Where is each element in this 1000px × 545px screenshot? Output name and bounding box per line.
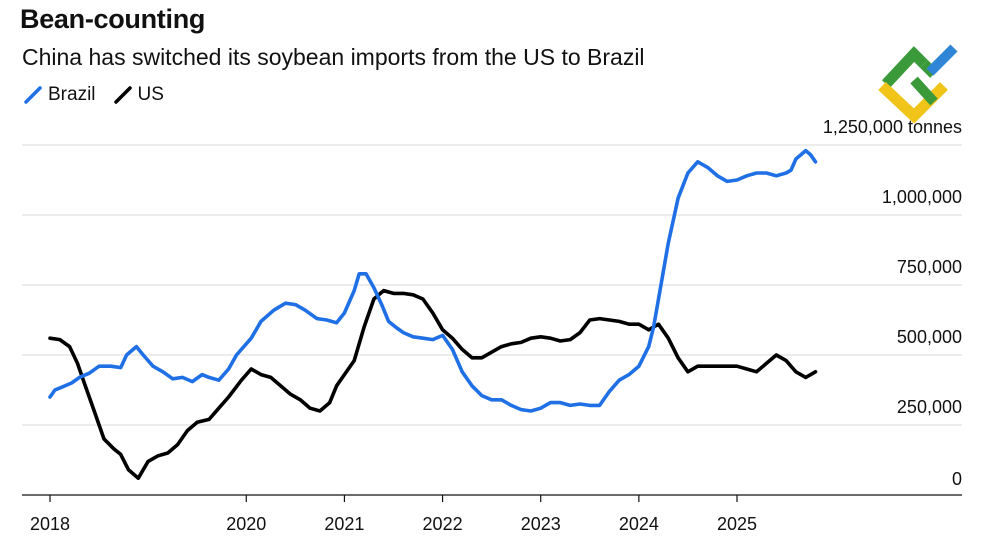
x-tick-label: 2021 [324,514,364,534]
x-tick-label: 2023 [521,514,561,534]
legend-item-us: US [113,84,164,106]
legend-label-us: US [137,84,164,105]
y-tick-label: 0 [952,469,962,489]
y-tick-label: 500,000 [897,327,962,347]
series-line-brazil [48,148,818,413]
series-line-us [48,288,818,481]
chart-title: Bean-counting [20,4,206,34]
legend-swatch-us-icon [113,86,132,104]
legend-item-brazil: Brazil [24,84,96,106]
legend: Brazil US [24,84,164,106]
x-tick-label: 2025 [717,514,757,534]
legend-label-brazil: Brazil [48,84,96,105]
y-tick-label: 250,000 [897,397,962,417]
y-tick-label: 750,000 [897,257,962,277]
chart-subtitle: China has switched its soybean imports f… [22,44,645,70]
y-tick-label: 1,250,000 tonnes [823,117,962,137]
legend-swatch-brazil-icon [24,86,42,104]
x-tick-label: 2020 [226,514,266,534]
x-tick-label: 2022 [423,514,463,534]
brand-logo-icon [878,44,958,124]
x-tick-label: 2024 [619,514,659,534]
y-tick-label: 1,000,000 [882,187,962,207]
x-tick-label: 2018 [30,514,70,534]
